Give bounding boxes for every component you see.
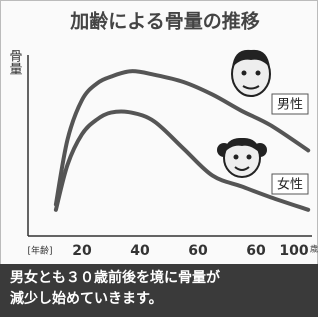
legend-label: 男性	[277, 98, 303, 113]
male-face	[232, 50, 270, 96]
x-tick-label: 100	[279, 243, 308, 259]
x-unit: 歳	[310, 244, 318, 254]
chart-title: 加齢による骨量の推移	[69, 10, 259, 33]
caption-line: 減少し始めていきます。	[10, 290, 163, 307]
y-axis-label: 骨量	[7, 49, 23, 75]
x-tick-label: 40	[130, 243, 150, 259]
x-axis-label: [年齢]	[27, 245, 52, 257]
chart: 加齢による骨量の推移 骨量 [年齢] 男女とも３０歳前後を境に骨量が 減少し始め…	[0, 0, 318, 317]
caption-line: 男女とも３０歳前後を境に骨量が	[10, 269, 221, 286]
x-tick-label: 60	[188, 243, 208, 259]
legend-label: 女性	[277, 177, 303, 193]
x-tick-label: 20	[72, 243, 92, 259]
x-tick-label: 60	[246, 243, 266, 259]
